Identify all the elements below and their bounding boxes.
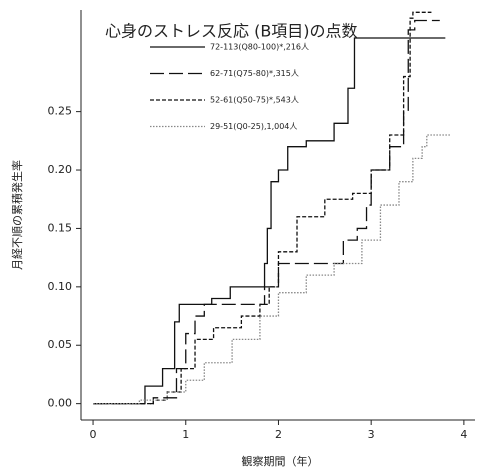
y-tick-label: 0.10	[48, 280, 73, 293]
y-tick-label: 0.15	[48, 221, 73, 234]
step-line	[93, 37, 446, 405]
y-tick-label: 0.25	[48, 105, 73, 118]
step-line	[93, 11, 432, 405]
chart-title: 心身のストレス反応 (B項目)の点数	[105, 22, 358, 41]
x-tick-label: 1	[182, 428, 189, 441]
legend-label: 29-51(Q0-25),1,004人	[210, 122, 297, 131]
legend-label: 52-61(Q50-75)*,543人	[210, 96, 299, 105]
x-tick-label: 0	[90, 428, 97, 441]
x-axis-label: 観察期間（年）	[242, 454, 319, 468]
x-tick-label: 4	[460, 428, 467, 441]
legend-label: 72-113(Q80-100)*,216人	[210, 43, 309, 52]
y-tick-label: 0.00	[48, 397, 73, 410]
step-line	[93, 134, 450, 405]
legend-label: 62-71(Q75-80)*,315人	[210, 69, 299, 78]
y-axis-label: 月経不順の累積発生率	[10, 160, 24, 270]
x-tick-label: 3	[368, 428, 375, 441]
x-tick-label: 2	[275, 428, 282, 441]
y-tick-label: 0.05	[48, 338, 73, 351]
y-tick-label: 0.20	[48, 163, 73, 176]
